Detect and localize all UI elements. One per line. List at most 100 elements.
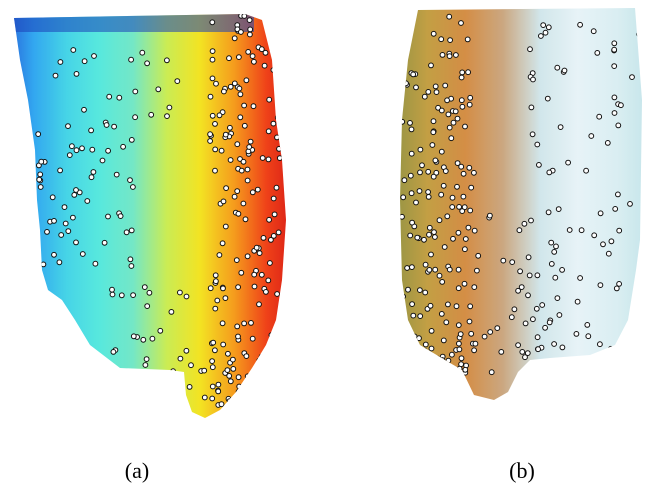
- marker-dot: [400, 213, 405, 220]
- marker-dot: [70, 214, 76, 221]
- marker-dot: [597, 210, 604, 217]
- marker-dot: [123, 229, 130, 236]
- marker-dot: [51, 218, 57, 224]
- marker-dot: [237, 91, 244, 98]
- marker-dot: [262, 385, 269, 392]
- marker-dot: [409, 219, 416, 226]
- marker-dot: [246, 17, 253, 24]
- marker-dot: [552, 274, 559, 281]
- marker-dot: [218, 147, 225, 154]
- marker-dot: [421, 236, 427, 243]
- marker-dot: [73, 239, 79, 246]
- marker-dot: [177, 355, 184, 362]
- marker-dot: [235, 284, 242, 291]
- marker-dot: [70, 47, 77, 53]
- marker-dot: [458, 163, 465, 170]
- marker-dot: [127, 177, 133, 184]
- marker-dot: [105, 147, 111, 154]
- marker-dot: [273, 184, 280, 191]
- marker-dot: [636, 31, 642, 38]
- marker-dot: [467, 94, 474, 101]
- marker-dot: [487, 212, 493, 219]
- marker-dot: [411, 333, 418, 340]
- marker-dot: [230, 366, 237, 372]
- marker-dot: [448, 393, 455, 400]
- marker-dot: [611, 94, 618, 101]
- marker-dot: [411, 363, 418, 369]
- marker-dot: [462, 123, 468, 130]
- marker-dot: [465, 224, 472, 231]
- marker-dot: [227, 83, 234, 90]
- marker-dot: [265, 128, 272, 135]
- marker-dot: [56, 259, 63, 266]
- marker-dot: [91, 53, 97, 59]
- marker-dot: [430, 129, 437, 136]
- marker-dot: [235, 333, 241, 340]
- marker-dot: [236, 54, 242, 60]
- marker-dot: [128, 263, 135, 269]
- marker-dot: [258, 46, 265, 53]
- marker-dot: [400, 293, 407, 300]
- marker-dot: [170, 368, 177, 375]
- marker-dot: [561, 67, 568, 74]
- marker-dot: [596, 113, 603, 120]
- marker-dot: [458, 74, 465, 81]
- marker-dot: [57, 167, 63, 174]
- marker-dot: [233, 257, 240, 264]
- marker-dot: [536, 162, 542, 168]
- marker-dot: [525, 292, 531, 299]
- marker-dot: [207, 285, 214, 292]
- marker-dot: [542, 29, 549, 36]
- marker-dot: [518, 284, 525, 291]
- marker-dot: [212, 121, 218, 127]
- marker-dot: [248, 320, 254, 326]
- marker-dot: [441, 244, 448, 250]
- marker-dot: [240, 200, 247, 207]
- marker-dot: [608, 238, 615, 245]
- marker-dot: [244, 253, 251, 260]
- marker-dot: [432, 366, 439, 373]
- marker-dot: [274, 134, 280, 141]
- marker-dot: [439, 279, 446, 285]
- marker-dot: [251, 58, 257, 65]
- marker-dot: [498, 349, 505, 355]
- marker-dot: [116, 94, 123, 101]
- marker-dot: [525, 254, 532, 261]
- marker-dot: [249, 189, 256, 196]
- marker-dot: [226, 398, 233, 405]
- marker-dot: [430, 118, 437, 125]
- marker-dot: [422, 341, 429, 348]
- marker-dot: [142, 362, 149, 368]
- marker-dot: [244, 166, 251, 173]
- marker-dot: [615, 191, 621, 198]
- marker-dot: [515, 287, 522, 294]
- marker-dot: [515, 342, 522, 349]
- marker-dot: [422, 289, 429, 296]
- marker-dot: [247, 31, 253, 38]
- caption-b: (b): [509, 458, 535, 483]
- marker-dot: [522, 320, 529, 327]
- marker-dot: [143, 356, 150, 363]
- marker-dot: [453, 303, 460, 310]
- marker-dot: [207, 138, 214, 144]
- marker-dot: [52, 72, 59, 79]
- marker-dot: [528, 217, 534, 224]
- marker-dot: [265, 366, 272, 373]
- marker-dot: [223, 185, 230, 192]
- marker-dot: [462, 236, 469, 242]
- marker-dot: [535, 346, 542, 353]
- marker-dot: [524, 350, 531, 357]
- marker-dot: [235, 374, 242, 381]
- marker-dot: [130, 292, 137, 299]
- marker-dot: [431, 229, 437, 236]
- marker-dot: [528, 104, 535, 111]
- marker-dot: [608, 345, 614, 352]
- marker-dot: [461, 204, 468, 211]
- marker-dot: [530, 376, 537, 383]
- marker-dot: [594, 50, 601, 56]
- marker-dot: [407, 120, 413, 126]
- marker-dot: [597, 282, 604, 289]
- marker-dot: [557, 124, 564, 130]
- marker-dot: [62, 220, 69, 227]
- marker-dot: [201, 394, 208, 401]
